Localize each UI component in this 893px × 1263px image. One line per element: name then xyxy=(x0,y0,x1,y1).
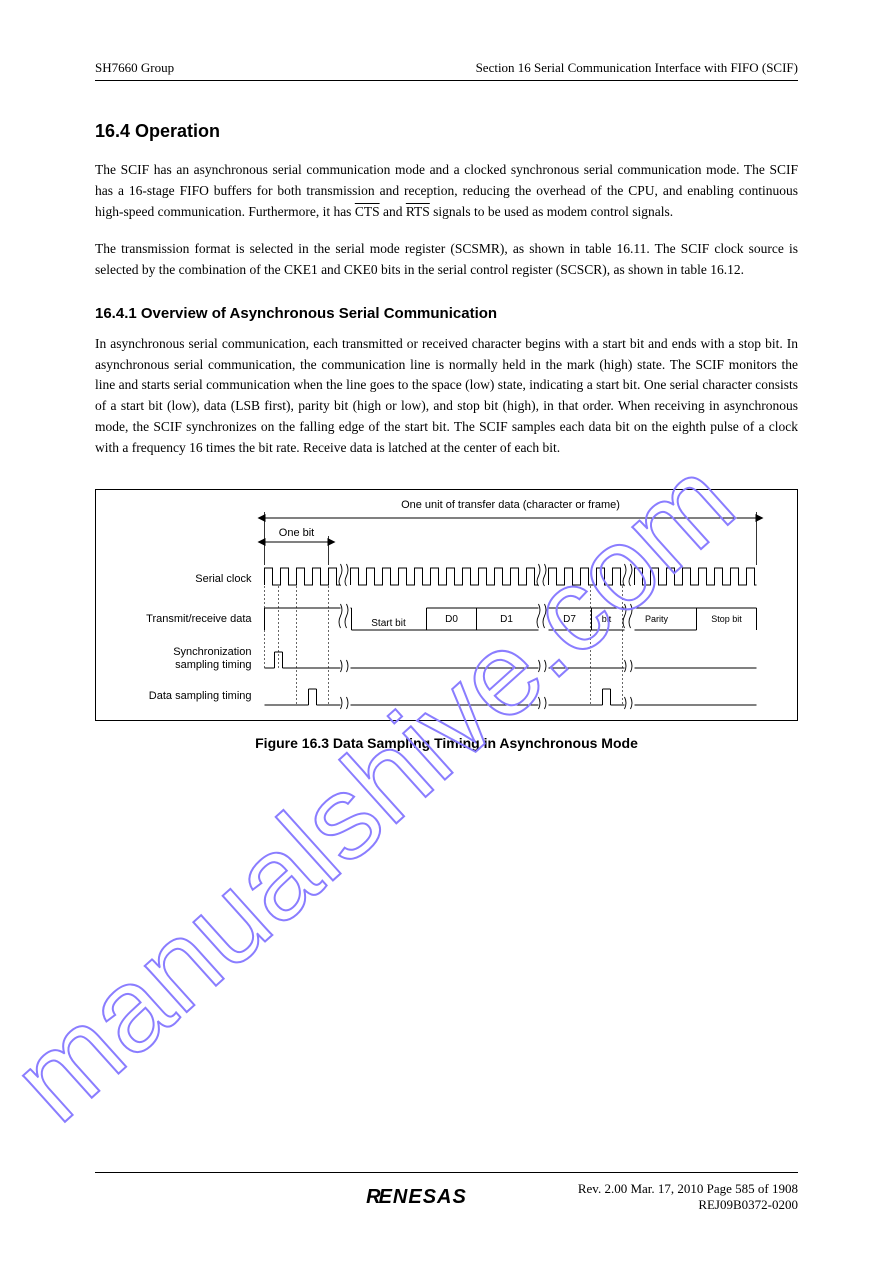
footer-doc: REJ09B0372-0200 xyxy=(538,1197,798,1213)
svg-text:D0: D0 xyxy=(445,614,458,625)
para-async-1: In asynchronous serial communication, ea… xyxy=(95,334,798,460)
serial-clock-waveform xyxy=(265,564,757,586)
sig-name-2a: Synchronization xyxy=(173,646,251,658)
svg-text:Stop bit: Stop bit xyxy=(711,614,742,624)
header-spec: SH7660 Group xyxy=(95,60,174,76)
fig-label-frame: One unit of transfer data (character or … xyxy=(401,499,620,511)
footer-rev: Rev. 2.00 Mar. 17, 2010 Page 585 of 1908 xyxy=(538,1181,798,1197)
fig-label-bit: One bit xyxy=(279,527,314,539)
subheading-async: 16.4.1 Overview of Asynchronous Serial C… xyxy=(95,305,798,322)
data-sample-wave xyxy=(265,689,757,709)
svg-text:Start bit: Start bit xyxy=(371,618,406,629)
section-title: 16.4 Operation xyxy=(95,121,798,142)
sig-name-0: Serial clock xyxy=(195,573,252,585)
svg-text:D1: D1 xyxy=(500,614,513,625)
sync-sample-wave xyxy=(265,652,757,672)
para-overview-2: The transmission format is selected in t… xyxy=(95,239,798,281)
figure-caption: Figure 16.3 Data Sampling Timing in Asyn… xyxy=(95,735,798,751)
svg-text:D7: D7 xyxy=(563,614,576,625)
timing-figure: One unit of transfer data (character or … xyxy=(95,489,798,721)
sig-name-3: Data sampling timing xyxy=(149,690,252,702)
para-overview-1: The SCIF has an asynchronous serial comm… xyxy=(95,160,798,223)
svg-text:bit: bit xyxy=(602,614,612,624)
sig-name-2b: sampling timing xyxy=(175,659,251,671)
header-section: Section 16 Serial Communication Interfac… xyxy=(476,60,798,76)
renesas-logo: RENESAS xyxy=(366,1186,467,1209)
txrx-data-waveform: Start bit D0 D1 D7 xyxy=(265,604,757,630)
svg-text:Parity: Parity xyxy=(645,614,669,624)
sig-name-1: Transmit/receive data xyxy=(146,613,252,625)
